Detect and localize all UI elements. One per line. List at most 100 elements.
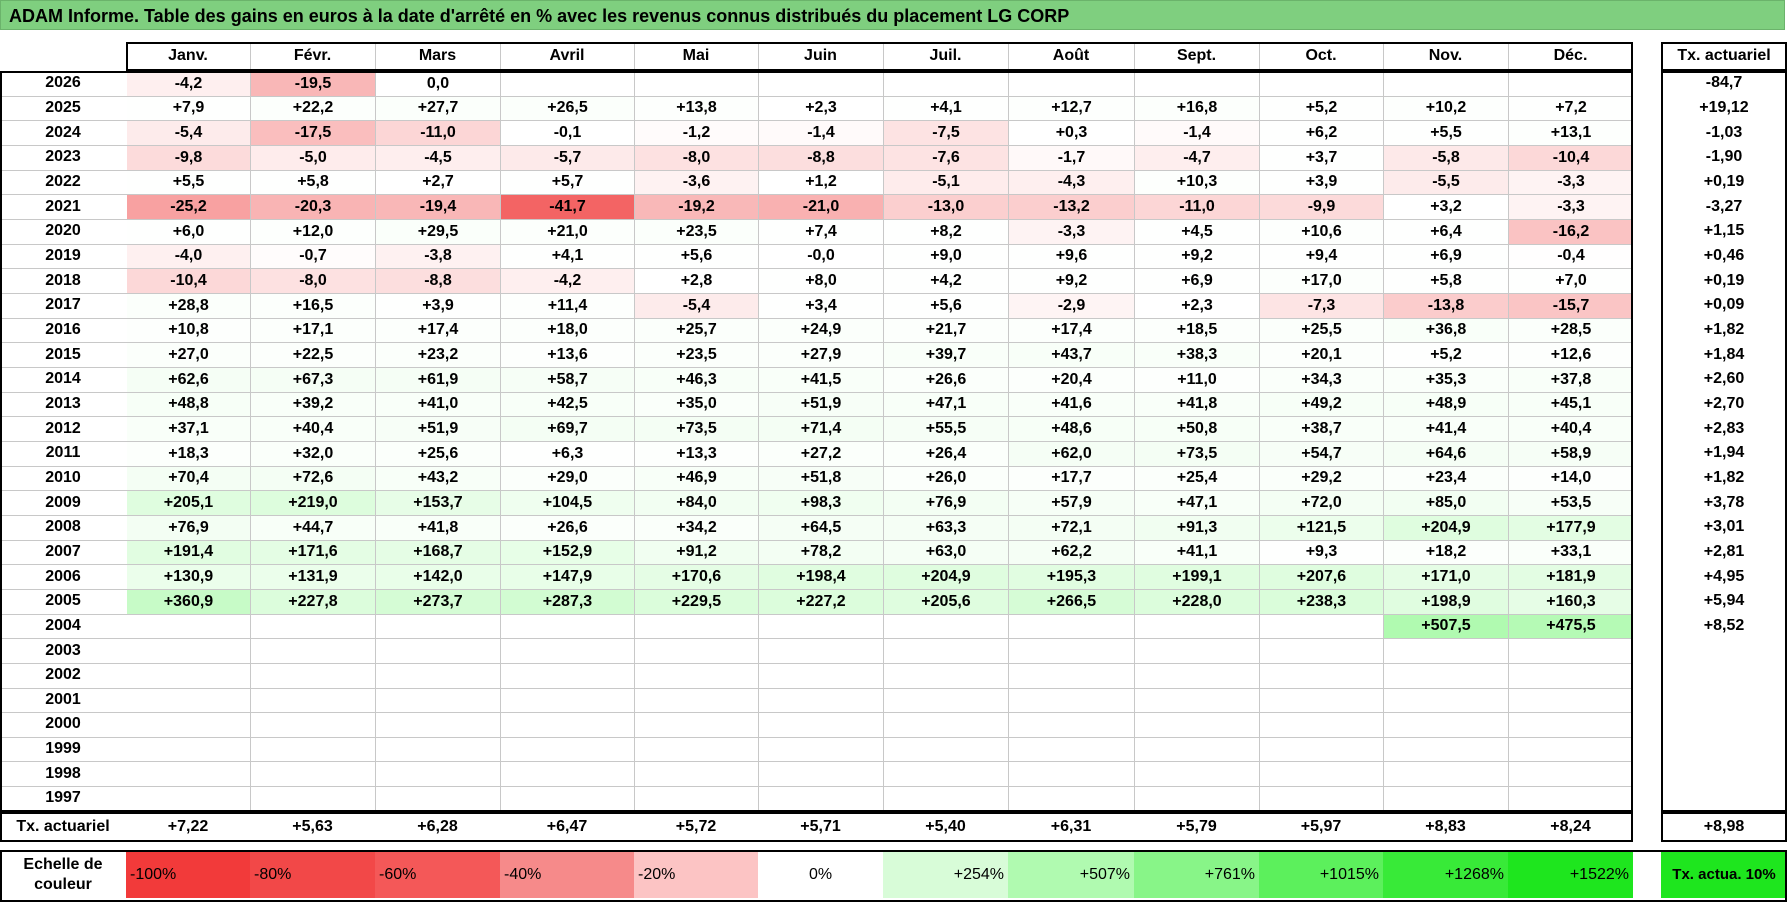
table-cell: +27,2	[759, 441, 883, 466]
table-cell: +7,0	[1509, 269, 1633, 293]
table-cell	[127, 663, 250, 688]
table-cell: +20,1	[1260, 343, 1383, 367]
table-cell: +6,3	[501, 441, 634, 466]
table-cell: +6,0	[127, 219, 250, 244]
table-cell: +266,5	[1009, 589, 1134, 614]
table-cell: +195,3	[1009, 565, 1134, 589]
summary-cell: +8,24	[1550, 818, 1591, 835]
table-cell: +43,7	[1009, 343, 1134, 367]
year-label: 1997	[45, 789, 81, 807]
table-cell: -9,8	[127, 145, 250, 170]
table-cell: +5,8	[1384, 269, 1508, 293]
table-cell: +17,0	[1260, 269, 1383, 293]
table-cell: +229,5	[635, 589, 758, 614]
table-cell: +9,0	[884, 244, 1008, 269]
table-cell: +51,8	[759, 466, 883, 491]
table-cell: +23,5	[635, 343, 758, 367]
report-title: ADAM Informe. Table des gains en euros à…	[0, 0, 1785, 30]
table-cell: +61,9	[376, 367, 500, 392]
table-cell: +32,0	[251, 441, 375, 466]
table-cell: +64,6	[1384, 441, 1508, 466]
table-cell: +507,5	[1384, 614, 1508, 639]
table-cell	[884, 713, 1008, 737]
table-cell: -17,5	[251, 121, 375, 145]
table-cell	[501, 688, 634, 713]
table-cell: +7,2	[1509, 96, 1633, 121]
table-cell	[501, 639, 634, 663]
table-cell: +29,2	[1260, 466, 1383, 491]
actuarial-rate-cell: +2,81	[1703, 542, 1745, 560]
year-label: 2019	[45, 246, 81, 264]
year-label: 2014	[45, 370, 81, 388]
table-cell: -4,3	[1009, 170, 1134, 195]
grid-line	[0, 292, 1633, 294]
table-cell: +13,3	[635, 441, 758, 466]
grid-line	[0, 268, 1633, 270]
table-cell: +22,2	[251, 96, 375, 121]
table-cell: +360,9	[127, 589, 250, 614]
actuarial-rate-cell: +1,82	[1703, 320, 1745, 338]
table-cell: +27,9	[759, 343, 883, 367]
table-cell: +142,0	[376, 565, 500, 589]
table-cell: +62,2	[1009, 540, 1134, 565]
table-cell: +44,7	[251, 515, 375, 540]
table-cell	[376, 639, 500, 663]
grid-line	[1008, 42, 1009, 811]
year-label: 2011	[45, 444, 81, 462]
actuarial-rate-cell: +5,94	[1703, 592, 1745, 610]
table-cell: +16,5	[251, 293, 375, 318]
table-cell	[376, 762, 500, 787]
table-cell: +23,4	[1384, 466, 1508, 491]
actuarial-rate-cell: -1,90	[1705, 148, 1743, 166]
table-cell: +47,1	[1135, 491, 1259, 515]
year-label: 2009	[45, 493, 81, 511]
table-cell: -5,5	[1384, 170, 1508, 195]
table-cell	[127, 737, 250, 762]
table-cell: -13,8	[1384, 293, 1508, 318]
table-cell: +131,9	[251, 565, 375, 589]
table-cell	[127, 688, 250, 713]
table-cell: 0,0	[376, 72, 500, 96]
table-cell	[1260, 688, 1383, 713]
color-scale-swatch: +761%	[1134, 852, 1259, 898]
table-cell: +11,0	[1135, 367, 1259, 392]
table-cell: +35,3	[1384, 367, 1508, 392]
grid-line	[0, 712, 1633, 714]
table-cell: +130,9	[127, 565, 250, 589]
table-cell	[1135, 713, 1259, 737]
year-label: 2024	[45, 123, 81, 141]
grid-line	[0, 638, 1633, 640]
year-label: 2020	[45, 222, 81, 240]
year-label: 1998	[45, 764, 81, 782]
tx-actua-swatch: Tx. actua. 10%	[1661, 852, 1787, 898]
summary-cell: +7,22	[167, 818, 209, 835]
table-cell: +45,1	[1509, 392, 1633, 417]
table-cell: +12,6	[1509, 343, 1633, 367]
table-cell: +25,7	[635, 318, 758, 343]
table-cell	[1135, 663, 1259, 688]
table-cell: +12,0	[251, 219, 375, 244]
year-label: 2005	[45, 592, 81, 610]
table-cell: +39,2	[251, 392, 375, 417]
table-cell: +48,9	[1384, 392, 1508, 417]
table-cell	[635, 737, 758, 762]
table-cell: +5,2	[1384, 343, 1508, 367]
table-cell: +25,5	[1260, 318, 1383, 343]
table-cell	[759, 713, 883, 737]
table-cell: +10,6	[1260, 219, 1383, 244]
table-cell: +3,9	[376, 293, 500, 318]
table-cell: -5,1	[884, 170, 1008, 195]
table-cell: +9,2	[1135, 244, 1259, 269]
year-label: 2016	[45, 320, 81, 338]
table-cell	[1135, 787, 1259, 811]
month-header: Déc.	[1553, 47, 1588, 64]
table-cell: +58,9	[1509, 441, 1633, 466]
actuarial-rate-cell: +2,83	[1703, 419, 1745, 437]
table-cell: +5,5	[1384, 121, 1508, 145]
table-cell: +17,4	[376, 318, 500, 343]
table-cell: +40,4	[1509, 417, 1633, 441]
table-cell: +4,2	[884, 269, 1008, 293]
table-cell: +4,1	[884, 96, 1008, 121]
table-cell: +98,3	[759, 491, 883, 515]
table-cell: +198,4	[759, 565, 883, 589]
